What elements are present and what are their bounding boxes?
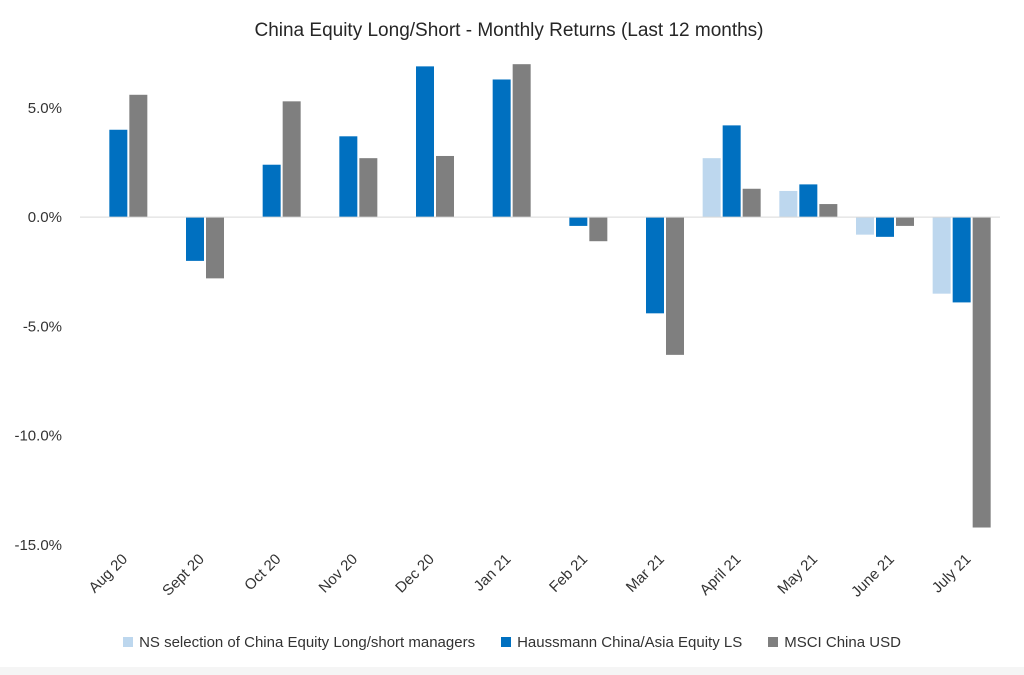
legend-swatch [501, 637, 512, 647]
y-tick-label: -5.0% [23, 318, 62, 335]
legend-label: NS selection of China Equity Long/short … [139, 633, 476, 651]
y-tick-label: -15.0% [14, 537, 62, 554]
x-tick-label: Dec 20 [392, 551, 438, 597]
bar-series-3-june-21 [896, 217, 914, 226]
x-tick-label: Oct 20 [241, 551, 284, 594]
y-tick-label: -10.0% [14, 428, 62, 445]
legend: NS selection of China Equity Long/short … [0, 630, 1024, 654]
bar-chart: China Equity Long/Short - Monthly Return… [14, 20, 1000, 601]
x-tick-label: June 21 [848, 551, 898, 601]
x-tick-label: Feb 21 [546, 551, 591, 596]
chart-title: China Equity Long/Short - Monthly Return… [254, 20, 763, 41]
bar-series-2-april-21 [722, 125, 741, 218]
bar-series-1-june-21 [856, 217, 874, 235]
bar-series-3-april-21 [742, 188, 761, 218]
bar-series-1-july-21 [932, 217, 951, 294]
x-tick-label: Nov 20 [316, 551, 362, 597]
bottom-strip [0, 667, 1024, 675]
legend-item: MSCI China USD [768, 634, 901, 651]
x-tick-label: May 21 [774, 551, 821, 598]
y-tick-label: 0.0% [28, 209, 62, 226]
x-tick-label: Jan 21 [471, 551, 515, 595]
bar-series-3-may-21 [819, 204, 838, 218]
bar-series-2-may-21 [799, 184, 818, 218]
bar-series-3-july-21 [972, 217, 991, 528]
bar-series-2-sept-20 [186, 217, 204, 261]
x-axis-ticks: Aug 20 Sept 20 Oct 20 Nov 20 Dec 20 Jan 21 Feb… [86, 551, 975, 601]
bar-series-3-feb-21 [589, 217, 608, 242]
bar-series-2-dec-20 [416, 66, 434, 218]
bar-series-2-feb-21 [569, 217, 588, 226]
bar-series-3-sept-20 [206, 217, 224, 279]
bar-series-3-aug-20 [129, 94, 148, 218]
y-axis-ticks: 5.0% 0.0% -5.0% -10.0% -15.0% [14, 100, 62, 554]
x-tick-label: Aug 20 [86, 551, 132, 597]
bar-series-2-jan-21 [492, 79, 511, 218]
bar-series-1-april-21 [702, 158, 721, 218]
bar-series-3-jan-21 [512, 64, 531, 218]
legend-label: MSCI China USD [784, 633, 901, 651]
bars [109, 64, 991, 528]
bar-series-2-june-21 [876, 217, 894, 237]
bar-series-2-july-21 [952, 217, 971, 303]
legend-swatch [768, 637, 779, 647]
bar-series-2-nov-20 [339, 136, 358, 218]
legend-item: NS selection of China Equity Long/short … [123, 634, 475, 651]
bar-series-2-mar-21 [646, 217, 664, 314]
bar-series-1-may-21 [779, 190, 798, 218]
bar-series-3-mar-21 [666, 217, 684, 355]
x-tick-label: Sept 20 [159, 551, 208, 600]
bar-series-3-dec-20 [436, 155, 454, 218]
x-tick-label: Mar 21 [623, 551, 668, 596]
legend-label: Haussmann China/Asia Equity LS [517, 633, 743, 651]
bar-series-2-oct-20 [262, 164, 281, 218]
bar-series-3-nov-20 [359, 158, 378, 218]
legend-swatch [123, 637, 134, 647]
legend-item: Haussmann China/Asia Equity LS [501, 634, 742, 651]
x-tick-label: July 21 [929, 551, 975, 597]
x-tick-label: April 21 [697, 551, 745, 599]
bar-series-3-oct-20 [282, 101, 301, 218]
y-tick-label: 5.0% [28, 100, 62, 117]
bar-series-2-aug-20 [109, 129, 128, 218]
